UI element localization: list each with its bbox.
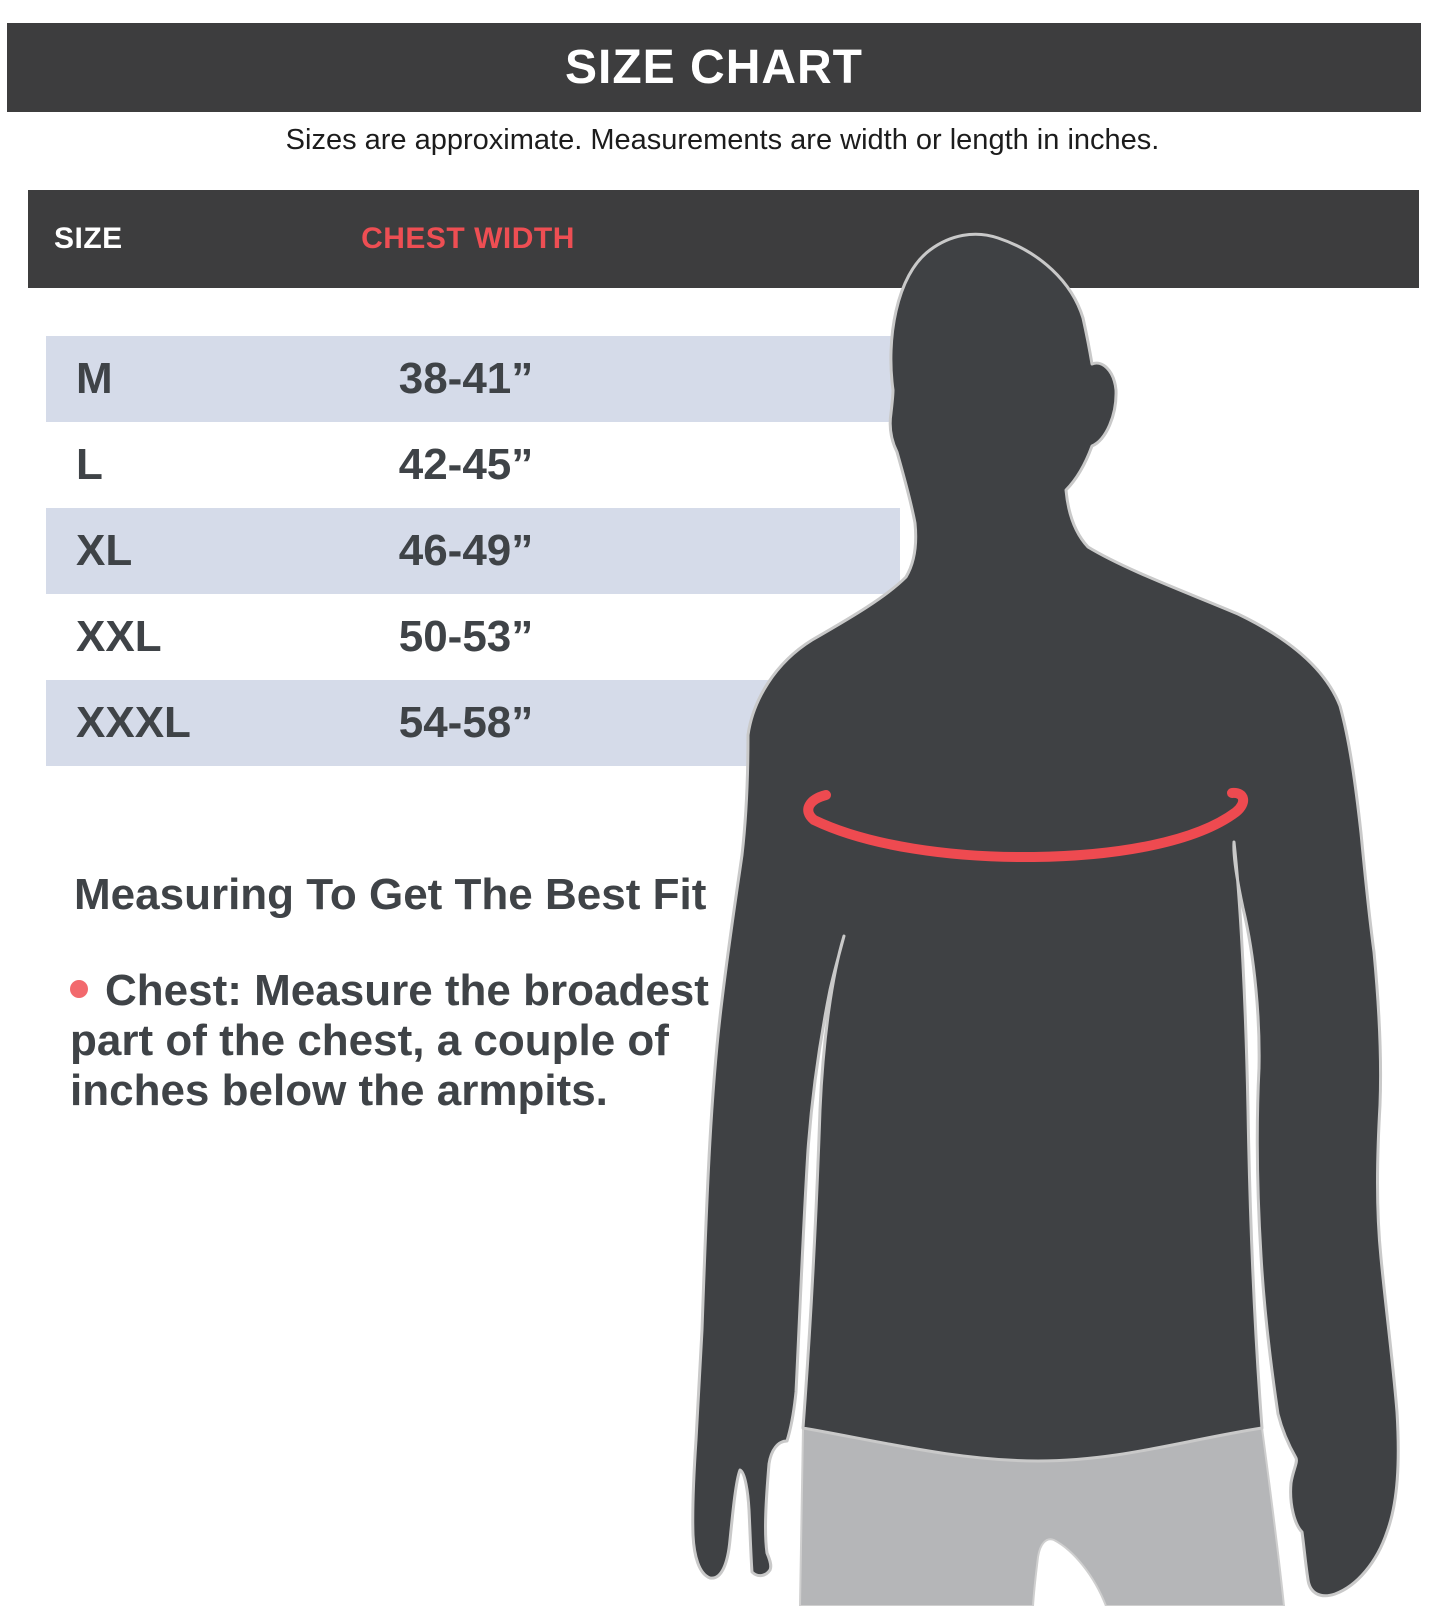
instruction-text: Chest: Measure the broadest <box>105 966 709 1015</box>
subtitle-text: Sizes are approximate. Measurements are … <box>285 124 1160 156</box>
column-header-chest-width: CHEST WIDTH <box>361 222 575 255</box>
title-bar: SIZE CHART <box>7 23 1421 112</box>
table-row: M 38-41” <box>46 336 900 422</box>
chest-width-value: 42-45” <box>398 440 534 489</box>
measuring-instructions: Chest: Measure the broadest part of the … <box>70 966 750 1116</box>
instruction-line: inches below the armpits. <box>70 1066 608 1115</box>
column-header-size: SIZE <box>54 222 123 255</box>
chest-width-value: 38-41” <box>398 354 534 403</box>
size-label: M <box>76 354 113 403</box>
chest-width-value: 46-49” <box>398 526 534 575</box>
size-label: XL <box>76 526 133 575</box>
pants-shape <box>798 1426 1286 1606</box>
page-title: SIZE CHART <box>565 41 863 94</box>
table-row: XL 46-49” <box>46 508 900 594</box>
instruction-line: part of the chest, a couple of <box>70 1016 669 1065</box>
table-row: XXL 50-53” <box>46 594 900 680</box>
table-header-bar: SIZE CHEST WIDTH <box>28 190 1419 288</box>
instruction-line: Chest: Measure the broadest <box>70 966 750 1016</box>
table-row: L 42-45” <box>46 422 900 508</box>
chest-width-value: 54-58” <box>398 698 534 747</box>
size-table: M 38-41” L 42-45” XL 46-49” XXL 50-53” X… <box>46 336 900 766</box>
chest-width-value: 50-53” <box>398 612 534 661</box>
size-label: L <box>76 440 103 489</box>
table-row: XXXL 54-58” <box>46 680 900 766</box>
size-label: XXL <box>76 612 162 661</box>
chest-measurement-line-icon <box>803 788 1248 863</box>
measuring-heading: Measuring To Get The Best Fit <box>74 870 707 919</box>
bullet-icon <box>70 980 88 999</box>
size-label: XXXL <box>76 698 191 747</box>
